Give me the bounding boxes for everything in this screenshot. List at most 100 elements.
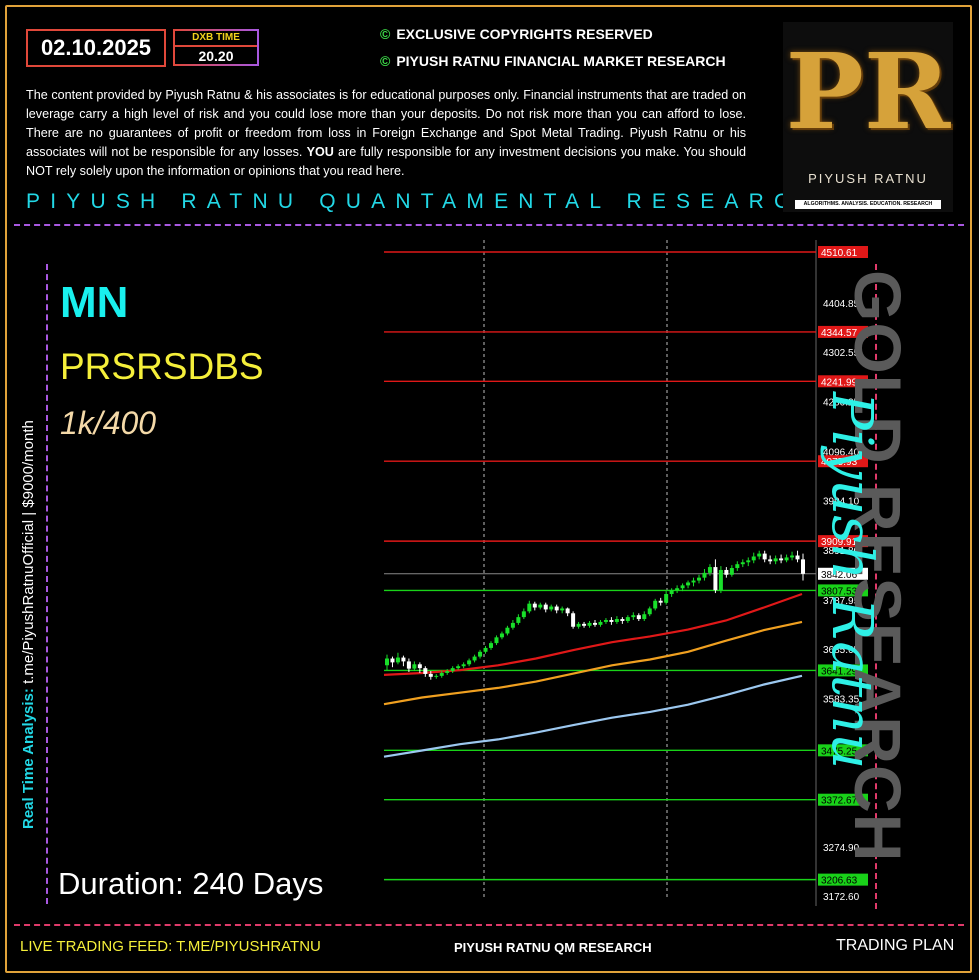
candle-body	[686, 582, 691, 586]
research-banner: PIYUSH RATNU QUANTAMENTAL RESEARCH	[26, 190, 825, 213]
resistance-level-tag	[818, 535, 868, 548]
candle-body	[751, 556, 756, 561]
candle-body	[576, 623, 581, 627]
candle-body	[718, 569, 723, 591]
candle-body	[571, 613, 576, 627]
candle-body	[395, 657, 400, 663]
candle-body	[549, 606, 554, 610]
candle-body	[795, 555, 800, 560]
candle-body	[527, 603, 532, 612]
candle-body	[642, 614, 647, 620]
candle-body	[790, 555, 795, 558]
candle-body	[423, 668, 428, 674]
candle-body	[620, 619, 625, 621]
candle-body	[450, 668, 455, 672]
candle-body	[647, 608, 652, 615]
logo-tagline: ALGORITHMS. ANALYSIS. EDUCATION. RESEARC…	[795, 200, 941, 209]
candle-body	[456, 666, 461, 669]
price-tick-label: 4302.55	[823, 348, 860, 359]
support-level-tag	[818, 664, 868, 677]
candle-body	[401, 657, 406, 662]
footer-trading-plan: TRADING PLAN	[836, 937, 955, 954]
candle-body	[729, 568, 734, 575]
candle-body	[543, 604, 548, 610]
bottom-divider	[14, 924, 964, 926]
candle-body	[560, 608, 565, 611]
resistance-level-tag	[818, 455, 868, 468]
copyright-line-1: © EXCLUSIVE COPYRIGHTS RESERVED	[380, 26, 653, 42]
candle-body	[631, 615, 636, 618]
candle-body	[428, 673, 433, 677]
support-level-tag	[818, 584, 868, 597]
candle-body	[801, 559, 805, 574]
dxb-time-badge: DXB TIME 20.20	[173, 29, 259, 66]
logo-name: PIYUSH RATNU	[808, 171, 928, 186]
support-level-tag-label: 3475.25	[821, 746, 858, 757]
strategy-name: PRSRSDBS	[60, 346, 264, 387]
signature-watermark: Piyush Ratnu	[819, 392, 884, 770]
price-tick-label: 3274.90	[823, 843, 860, 854]
resistance-level-tag-label: 4241.99	[821, 377, 858, 388]
candle-body	[735, 564, 740, 569]
support-level-tag-label: 3206.63	[821, 876, 858, 887]
candle-body	[593, 622, 597, 625]
outer-frame	[5, 5, 972, 973]
candle-body	[697, 577, 701, 581]
price-tick-label: 3172.60	[823, 892, 860, 903]
live-feed-link[interactable]: LIVE TRADING FEED: T.ME/PIYUSHRATNU	[20, 938, 321, 955]
candle-body	[385, 658, 389, 666]
candle-body	[390, 658, 395, 663]
candle-body	[625, 617, 630, 621]
lot-ratio: 1k/400	[60, 405, 157, 441]
candle-body	[417, 664, 422, 669]
candle-body	[702, 572, 707, 578]
candle-body	[707, 567, 712, 573]
candle-body	[499, 633, 504, 638]
candle-body	[713, 567, 718, 591]
candle-body	[675, 588, 680, 591]
candle-body	[724, 569, 729, 575]
candle-body	[779, 558, 784, 561]
candle-body	[554, 606, 559, 611]
candle-body	[658, 600, 663, 603]
support-level-tag	[818, 744, 868, 757]
candle-body	[494, 637, 499, 644]
copyright-icon: ©	[380, 26, 391, 42]
copyright-text-2: PIYUSH RATNU FINANCIAL MARKET RESEARCH	[396, 53, 726, 69]
candle-body	[461, 664, 466, 667]
plan-duration: Duration: 240 Days	[58, 866, 324, 901]
candle-body	[565, 608, 570, 614]
disclaimer-part-1: The content provided by Piyush Ratnu & h…	[26, 88, 746, 159]
candle-body	[669, 590, 674, 595]
time-value: 20.20	[198, 48, 234, 64]
candle-body	[746, 560, 751, 563]
price-tick-label: 3583.35	[823, 694, 860, 705]
price-tick-label: 4200.25	[823, 397, 860, 408]
disclaimer-part-2: are fully responsible for any investment…	[26, 145, 746, 178]
resistance-level-tag-label: 4510.61	[821, 248, 858, 259]
brand-logo: PR PIYUSH RATNU ALGORITHMS. ANALYSIS. ED…	[783, 22, 953, 212]
current-price-tag	[818, 567, 868, 580]
candle-body	[510, 622, 515, 628]
support-level-tag-label: 3807.53	[821, 586, 858, 597]
candle-body	[598, 621, 603, 625]
candle-body	[439, 672, 444, 676]
price-tick-label: 3685.65	[823, 645, 860, 656]
candle-body	[757, 553, 762, 557]
candle-body	[445, 671, 450, 673]
price-tick-label: 4404.85	[823, 299, 860, 310]
resistance-level-tag	[818, 246, 868, 258]
footer-brand: PIYUSH RATNU QM RESEARCH	[454, 940, 652, 955]
time-label: DXB TIME	[175, 31, 257, 47]
right-divider	[875, 264, 877, 909]
top-divider	[14, 224, 964, 226]
price-tick-label: 3891.80	[823, 546, 860, 557]
price-tick-label: 3994.10	[823, 497, 860, 508]
copyright-line-2: © PIYUSH RATNU FINANCIAL MARKET RESEARCH	[380, 53, 726, 69]
disclaimer-emphasis: YOU	[306, 145, 334, 159]
candle-body	[483, 647, 488, 652]
candle-body	[434, 675, 439, 677]
candle-body	[521, 611, 526, 618]
resistance-level-tag-label: 4344.57	[821, 328, 858, 339]
price-tick-label: 3787.95	[823, 596, 860, 607]
